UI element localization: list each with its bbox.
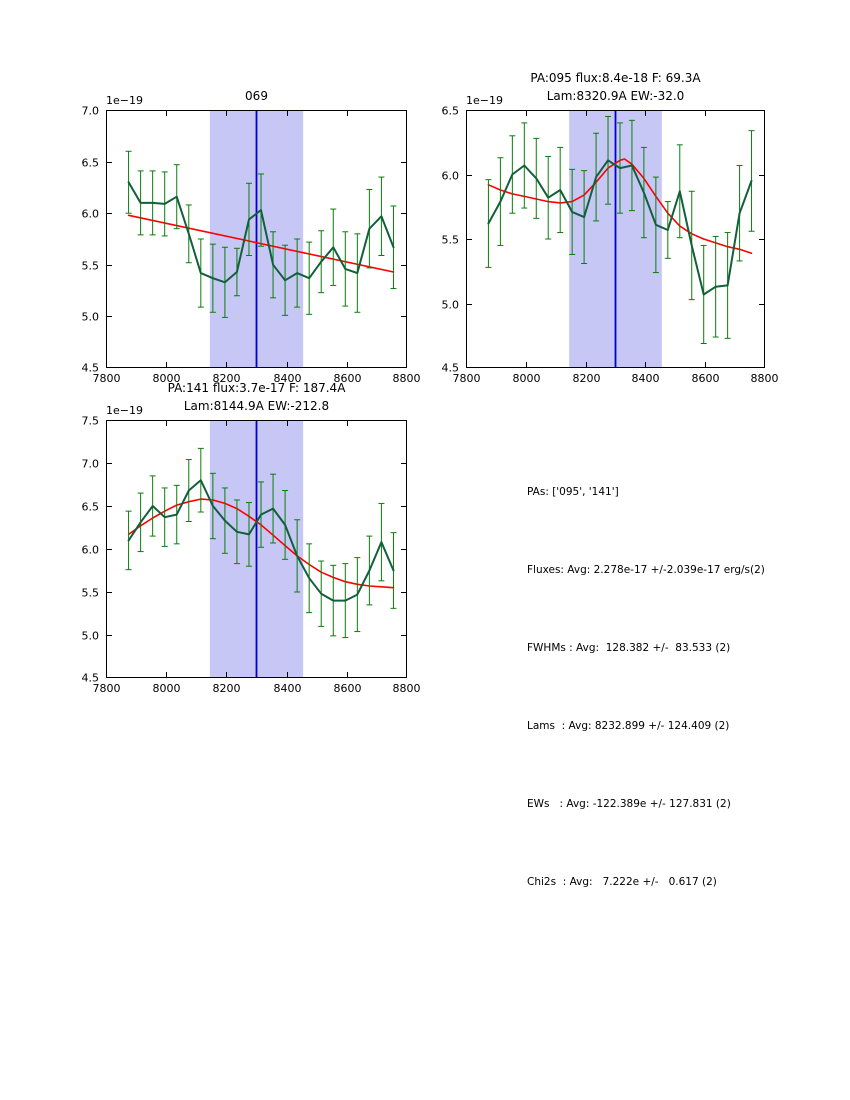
svg-text:6.0: 6.0 bbox=[82, 544, 100, 557]
svg-text:8600: 8600 bbox=[334, 682, 362, 695]
svg-text:4.5: 4.5 bbox=[442, 362, 460, 375]
svg-text:5.0: 5.0 bbox=[82, 630, 100, 643]
plot-069: 069 7800 8000 8200 8400 8600 8800 4.5 5.0 5.5 6.0… bbox=[82, 89, 421, 385]
svg-text:6.0: 6.0 bbox=[82, 208, 100, 221]
svg-text:7800: 7800 bbox=[93, 682, 121, 695]
stats-block: PAs: ['095', '141'] Fluxes: Avg: 2.278e-… bbox=[527, 427, 765, 947]
svg-text:8000: 8000 bbox=[153, 682, 181, 695]
plot-069-title: 069 bbox=[36, 87, 477, 105]
svg-text:8400: 8400 bbox=[274, 372, 302, 385]
svg-text:7800: 7800 bbox=[453, 372, 481, 385]
svg-text:5.5: 5.5 bbox=[82, 587, 100, 600]
svg-text:8200: 8200 bbox=[573, 372, 601, 385]
svg-text:6.0: 6.0 bbox=[442, 170, 460, 183]
svg-text:8000: 8000 bbox=[153, 372, 181, 385]
svg-text:8200: 8200 bbox=[213, 682, 241, 695]
svg-text:8000: 8000 bbox=[513, 372, 541, 385]
svg-text:8200: 8200 bbox=[213, 372, 241, 385]
plot-pa141-title: PA:141 flux:3.7e-17 F: 187.4A Lam:8144.9A… bbox=[36, 379, 477, 415]
svg-text:5.0: 5.0 bbox=[82, 311, 100, 324]
plot-pa095: PA:095 flux:8.4e-18 F: 69.3A Lam:8320.9A … bbox=[442, 71, 779, 385]
svg-text:6.5: 6.5 bbox=[442, 105, 460, 118]
svg-text:5.5: 5.5 bbox=[82, 260, 100, 273]
svg-text:1e−19: 1e−19 bbox=[466, 94, 503, 107]
svg-text:7.0: 7.0 bbox=[82, 105, 100, 118]
chart-svg-pa141: 7800 8000 8200 8400 8600 8800 4.5 5.0 5.5 6.0 6.5 7… bbox=[82, 404, 421, 695]
svg-text:8400: 8400 bbox=[632, 372, 660, 385]
plot-069-title-line1: 069 bbox=[245, 89, 268, 103]
svg-text:7.5: 7.5 bbox=[82, 415, 100, 428]
stats-line-ews: EWs : Avg: -122.389e +/- 127.831 (2) bbox=[527, 798, 731, 810]
svg-text:1e−19: 1e−19 bbox=[106, 404, 143, 417]
svg-text:8600: 8600 bbox=[334, 372, 362, 385]
stats-line-pas: PAs: ['095', '141'] bbox=[527, 486, 619, 498]
plot-pa141-title-line2: Lam:8144.9A EW:-212.8 bbox=[183, 399, 330, 413]
plot-pa141: PA:141 flux:3.7e-17 F: 187.4A Lam:8144.9A… bbox=[82, 381, 421, 695]
plot-pa141-title-line1: PA:141 flux:3.7e-17 F: 187.4A bbox=[167, 381, 346, 395]
svg-text:6.5: 6.5 bbox=[82, 501, 100, 514]
svg-text:8600: 8600 bbox=[692, 372, 720, 385]
chart-svg-pa095: 7800 8000 8200 8400 8600 8800 4.5 5.0 5.5 6.0 6.5 1… bbox=[442, 94, 779, 385]
plot-pa095-title-line2: Lam:8320.9A EW:-32.0 bbox=[546, 89, 685, 103]
svg-text:7800: 7800 bbox=[93, 372, 121, 385]
stats-line-chi2s: Chi2s : Avg: 7.222e +/- 0.617 (2) bbox=[527, 876, 717, 888]
svg-text:6.5: 6.5 bbox=[82, 157, 100, 170]
svg-text:8800: 8800 bbox=[393, 372, 421, 385]
svg-text:8800: 8800 bbox=[393, 682, 421, 695]
stats-line-lams: Lams : Avg: 8232.899 +/- 124.409 (2) bbox=[527, 720, 730, 732]
svg-text:7.0: 7.0 bbox=[82, 458, 100, 471]
svg-text:4.5: 4.5 bbox=[82, 362, 100, 375]
svg-text:5.0: 5.0 bbox=[442, 299, 460, 312]
chart-svg-069: 7800 8000 8200 8400 8600 8800 4.5 5.0 5.5 6.0 6.5 7… bbox=[82, 94, 421, 385]
svg-text:4.5: 4.5 bbox=[82, 672, 100, 685]
stats-line-fwhms: FWHMs : Avg: 128.382 +/- 83.533 (2) bbox=[527, 642, 731, 654]
plot-pa095-title-line1: PA:095 flux:8.4e-18 F: 69.3A bbox=[530, 71, 701, 85]
svg-text:5.5: 5.5 bbox=[442, 234, 460, 247]
svg-text:8400: 8400 bbox=[274, 682, 302, 695]
svg-text:8800: 8800 bbox=[751, 372, 779, 385]
svg-text:1e−19: 1e−19 bbox=[106, 94, 143, 107]
stats-line-fluxes: Fluxes: Avg: 2.278e-17 +/-2.039e-17 erg/… bbox=[527, 564, 765, 576]
plot-pa095-title: PA:095 flux:8.4e-18 F: 69.3A Lam:8320.9A … bbox=[396, 69, 835, 105]
